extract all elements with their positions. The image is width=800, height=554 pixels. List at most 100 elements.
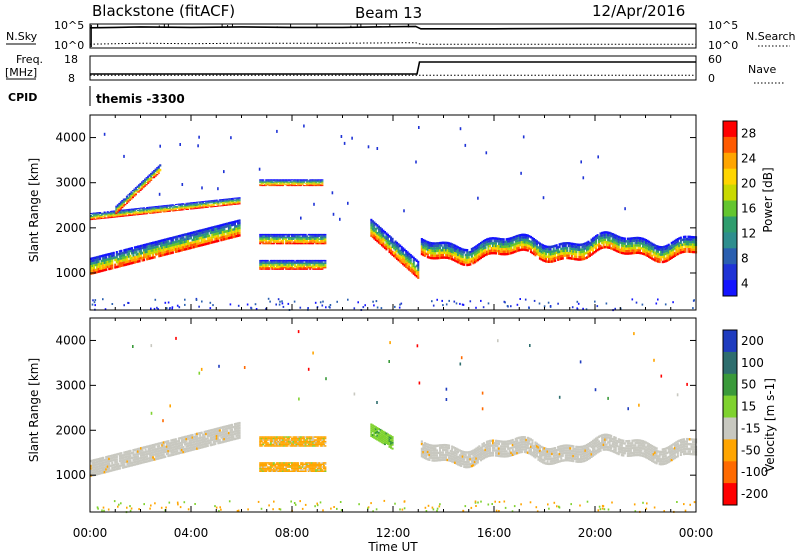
velocity-cell (280, 436, 283, 438)
power-cell (152, 244, 155, 247)
power-cell (303, 264, 306, 266)
power-cell (472, 249, 475, 253)
power-cell (463, 251, 466, 254)
power-cell (103, 268, 106, 272)
power-cell (281, 261, 284, 263)
velocity-cell (312, 445, 315, 447)
power-cell (156, 168, 159, 170)
power-cell (97, 216, 100, 218)
power-cell (481, 255, 484, 258)
power-cell (280, 264, 283, 266)
power-cell (318, 238, 321, 240)
power-cell (229, 199, 232, 201)
power-cell (435, 244, 438, 248)
power-cell (646, 239, 649, 243)
power-cell (535, 250, 538, 253)
power-cell (520, 243, 523, 246)
velocity-cell (171, 451, 174, 454)
power-cell (422, 253, 425, 257)
power-cell (164, 250, 167, 254)
power-cell (179, 249, 182, 252)
velocity-cell (167, 440, 170, 443)
power-cell (508, 249, 511, 253)
power-cell (423, 249, 426, 252)
power-cell (321, 239, 324, 242)
power-cell (233, 202, 236, 204)
power-cell (108, 262, 111, 266)
velocity-cell (309, 436, 312, 438)
power-cell (235, 198, 238, 200)
power-cell (221, 205, 224, 207)
velocity-cell (161, 449, 164, 452)
power-cell (215, 199, 218, 201)
power-scatter-point (418, 126, 420, 129)
power-cell (664, 252, 667, 256)
velocity-cell (171, 441, 174, 444)
power-cell (543, 252, 546, 255)
power-cell (306, 180, 309, 182)
power-cell (688, 238, 691, 241)
velocity-cell (102, 466, 105, 469)
velocity-cell (313, 439, 316, 441)
power-cell (171, 241, 174, 244)
power-cell (654, 251, 657, 255)
power-cell (310, 185, 313, 187)
power-cell (307, 185, 310, 187)
velocity-cell (97, 460, 100, 463)
power-cell (131, 193, 134, 195)
power-cell (588, 247, 591, 250)
power-cell (233, 232, 236, 236)
power-cell (312, 241, 315, 243)
velocity-cell (208, 432, 211, 435)
power-cell (111, 262, 114, 265)
power-cell (437, 256, 440, 260)
power-cell (185, 247, 188, 251)
power-cell (193, 203, 196, 205)
power-cell (274, 183, 277, 185)
power-cell (592, 237, 595, 240)
velocity-cell (100, 462, 103, 465)
velocity-cell (272, 465, 275, 467)
velocity-cell (217, 439, 220, 442)
velocity-cell (96, 468, 99, 471)
power-cell (319, 264, 322, 266)
velocity-cell (106, 467, 109, 471)
power-cell (179, 203, 182, 205)
power-cell (300, 236, 303, 239)
power-cell (573, 252, 576, 256)
power-cell (493, 244, 496, 247)
power-cell (137, 213, 140, 215)
power-cell (165, 243, 168, 246)
power-cell (185, 203, 188, 205)
power-cell (286, 241, 289, 243)
power-cell (678, 242, 681, 245)
velocity-cell (271, 436, 274, 438)
power-cell (382, 234, 385, 238)
power-cell (280, 261, 283, 263)
power-cell (203, 204, 206, 205)
power-cell (519, 248, 522, 252)
power-cell (158, 208, 161, 210)
power-cell (563, 254, 566, 257)
power-cell (271, 265, 274, 267)
power-cell (278, 185, 281, 187)
power-cell (307, 242, 310, 245)
power-cell (263, 267, 266, 269)
power-cell (196, 203, 199, 205)
power-cell (382, 245, 385, 248)
power-cell (118, 204, 121, 206)
power-cell (581, 250, 584, 254)
power-cell (286, 239, 289, 242)
power-cell (400, 258, 403, 262)
power-cell (174, 209, 177, 211)
velocity-cell (280, 445, 283, 447)
power-cell (132, 211, 135, 213)
power-cell (319, 236, 322, 239)
power-cell (238, 224, 241, 227)
power-cell (629, 244, 632, 248)
power-cell (634, 246, 637, 250)
power-cell (109, 262, 112, 265)
power-cell (370, 226, 373, 230)
power-cell (187, 235, 190, 238)
power-cell (377, 225, 380, 229)
